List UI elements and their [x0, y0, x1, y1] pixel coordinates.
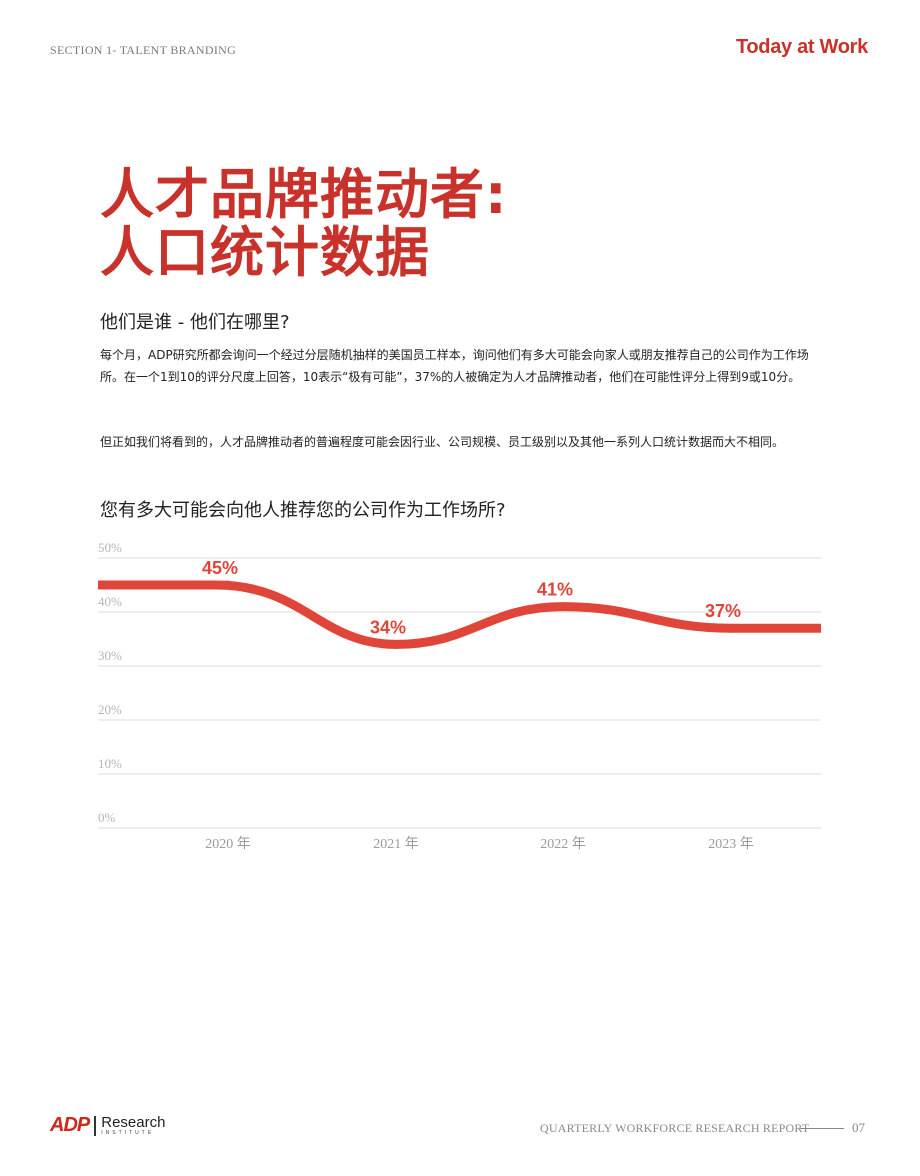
data-point [391, 639, 401, 649]
y-tick-label: 10% [98, 756, 122, 771]
report-name: QUARTERLY WORKFORCE RESEARCH REPORT [540, 1121, 810, 1135]
brand-title: Today at Work [735, 36, 868, 58]
x-axis-ticks: 2020 年 2021 年 2022 年 2023 年 [205, 836, 754, 852]
section-label: SECTION 1- TALENT BRANDING [50, 43, 237, 57]
note-paragraph: 但正如我们将看到的，人才品牌推动者的普遍程度可能会因行业、公司规模、员工级别以及… [100, 435, 785, 449]
subheading: 他们是谁 - 他们在哪里? [100, 312, 290, 333]
y-axis-ticks: 0% 10% 20% 30% 40% 50% [98, 540, 122, 825]
x-tick-label: 2021 年 [373, 836, 419, 852]
data-labels: 45% 34% 41% 37% [202, 558, 741, 637]
adp-logo-mark: ADP [50, 1114, 90, 1136]
data-label: 34% [370, 617, 406, 637]
data-point [726, 623, 736, 633]
adp-research-logo: ADP Research INSTITUTE [50, 1114, 165, 1137]
footer-rule [800, 1128, 844, 1129]
page-title: 人才品牌推动者: 人口统计数据 [100, 166, 508, 282]
data-point [223, 580, 233, 590]
page-number: 07 [852, 1120, 865, 1135]
series-layer [98, 580, 821, 649]
series-line [98, 580, 821, 649]
data-label: 41% [537, 580, 573, 600]
line-chart: 0% 10% 20% 30% 40% 50% 2020 年 2021 年 2022 年 2023… [98, 540, 821, 852]
data-point [558, 602, 568, 612]
gridlines [98, 557, 821, 829]
page-title-line-2: 人口统计数据 [100, 221, 430, 284]
x-tick-label: 2023 年 [708, 836, 754, 852]
logo-wordmark: Research INSTITUTE [101, 1115, 165, 1137]
y-tick-label: 40% [98, 594, 122, 609]
data-label: 37% [705, 601, 741, 621]
intro-paragraph: 每个月，ADP研究所都会询问一个经过分层随机抽样的美国员工样本，询问他们有多大可… [100, 348, 809, 384]
logo-divider [94, 1115, 97, 1136]
data-label: 45% [202, 558, 238, 578]
logo-subword: INSTITUTE [101, 1129, 155, 1136]
page-title-line-1: 人才品牌推动者: [100, 163, 508, 226]
logo-word: Research [101, 1113, 166, 1131]
y-tick-label: 0% [98, 810, 116, 825]
y-tick-label: 30% [98, 648, 122, 663]
chart-title: 您有多大可能会向他人推荐您的公司作为工作场所? [100, 500, 506, 521]
x-tick-label: 2022 年 [540, 836, 586, 852]
x-tick-label: 2020 年 [205, 836, 251, 852]
y-tick-label: 20% [98, 702, 122, 717]
y-tick-label: 50% [98, 540, 122, 555]
